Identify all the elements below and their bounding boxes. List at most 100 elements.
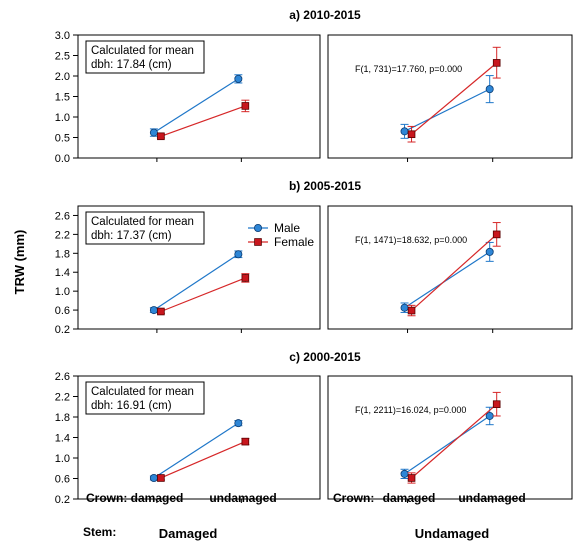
- female-point-1-1-0: [407, 306, 416, 315]
- y-tick-label-0-0: 0.0: [55, 153, 70, 165]
- panel-0-0: [77, 34, 321, 162]
- legend-female-label: Female: [274, 235, 314, 249]
- chart-row-1: b) 2005-2015 0.2 0.6 1.0 1.4 1.8 2.2 2.6 Calcula…: [55, 179, 573, 336]
- stem-cat-damaged: Damaged: [159, 526, 218, 541]
- crown-cat-right-damaged: damaged: [383, 491, 436, 505]
- male-point-0-0-1: [234, 74, 243, 83]
- note-line-1-1: dbh: 17.37 (cm): [91, 230, 172, 242]
- panel-1-1: [327, 205, 573, 333]
- chart-title-0: a) 2010-2015: [289, 8, 361, 22]
- note-line-0-0: Calculated for mean: [91, 45, 194, 57]
- female-point-2-1-0: [407, 474, 416, 482]
- male-series-line-0-0: [153, 78, 239, 134]
- male-point-1-1-0: [400, 303, 409, 312]
- y-tick-label-1-3: 1.4: [55, 267, 70, 279]
- y-tick-label-2-3: 1.4: [55, 433, 70, 445]
- note-line-2-0: Calculated for mean: [91, 386, 194, 398]
- female-point-1-0-0: [157, 307, 165, 316]
- y-tick-label-1-2: 1.0: [55, 286, 70, 298]
- y-tick-label-0-6: 3.0: [55, 30, 70, 42]
- male-series-line-0-1: [404, 88, 490, 132]
- male-point-2-0-1: [234, 419, 243, 428]
- stat-text-1: F(1, 1471)=18.632, p=0.000: [355, 235, 467, 245]
- y-tick-label-2-6: 2.6: [55, 371, 70, 383]
- female-series-line-0-0: [160, 105, 246, 137]
- male-point-0-1-0: [400, 127, 409, 136]
- y-tick-label-2-0: 0.2: [55, 494, 70, 506]
- male-series-line-2-0: [153, 422, 239, 479]
- panel-frame-1-1: [327, 205, 573, 330]
- y-tick-label-0-1: 0.5: [55, 133, 70, 145]
- note-box-0: [85, 40, 205, 74]
- female-point-2-0-0: [157, 474, 165, 482]
- stat-text-2: F(1, 2211)=16.024, p=0.000: [355, 405, 466, 415]
- male-point-0-1-1: [485, 85, 494, 94]
- panel-2-0: [77, 375, 321, 503]
- y-tick-label-1-1: 0.6: [55, 305, 70, 317]
- y-tick-label-2-5: 2.2: [55, 392, 70, 404]
- panel-frame-0-1: [327, 34, 573, 159]
- female-point-0-0-1: [241, 102, 250, 110]
- female-point-1-0-1: [241, 274, 250, 282]
- panel-1-0: [77, 205, 321, 333]
- crown-cat-right-undamaged: undamaged: [458, 491, 525, 505]
- stat-text-0: F(1, 731)=17.760, p=0.000: [355, 64, 462, 74]
- note-line-1-0: Calculated for mean: [91, 216, 194, 228]
- panel-0-1: [327, 34, 573, 162]
- female-series-line-1-1: [411, 233, 498, 311]
- female-point-2-1-1: [492, 400, 501, 408]
- y-tick-label-1-4: 1.8: [55, 248, 70, 260]
- y-tick-label-1-5: 2.2: [55, 229, 70, 241]
- y-tick-label-0-4: 2.0: [55, 71, 70, 83]
- panel-frame-1-0: [77, 205, 321, 330]
- panel-frame-2-1: [327, 375, 573, 500]
- male-point-2-1-0: [400, 469, 409, 478]
- male-point-1-1-1: [485, 247, 494, 256]
- y-axis-label: TRW (mm): [12, 230, 27, 295]
- crown-cat-left-undamaged: undamaged: [209, 491, 276, 505]
- male-point-2-0-0: [149, 473, 158, 482]
- chart-row-2: c) 2000-2015 0.2 0.6 1.0 1.4 1.8 2.2 2.6 Calcula…: [55, 350, 573, 506]
- panel-frame-2-0: [77, 375, 321, 500]
- legend-male-label: Male: [274, 221, 300, 235]
- note-line-0-1: dbh: 17.84 (cm): [91, 59, 172, 71]
- y-tick-label-0-3: 1.5: [55, 92, 70, 104]
- chart-title-2: c) 2000-2015: [289, 350, 361, 364]
- female-series-line-1-0: [160, 277, 246, 313]
- legend-male-marker: [253, 223, 262, 232]
- male-point-0-0-0: [149, 128, 158, 137]
- female-point-0-1-0: [407, 130, 416, 139]
- y-tick-label-2-1: 0.6: [55, 474, 70, 486]
- female-point-0-1-1: [492, 59, 501, 67]
- y-tick-label-1-6: 2.6: [55, 210, 70, 222]
- legend-female-marker: [254, 238, 262, 246]
- female-point-1-1-1: [492, 230, 501, 239]
- male-series-line-1-1: [404, 251, 491, 309]
- note-line-2-1: dbh: 16.91 (cm): [91, 400, 172, 412]
- male-point-1-0-1: [234, 250, 243, 259]
- female-point-2-0-1: [241, 437, 250, 446]
- y-tick-label-0-5: 2.5: [55, 51, 70, 63]
- y-tick-label-1-0: 0.2: [55, 324, 70, 336]
- male-point-2-1-1: [485, 411, 494, 420]
- female-series-line-0-1: [411, 62, 498, 135]
- female-series-line-2-1: [411, 403, 498, 479]
- chart-row-0: a) 2010-2015 0.0 0.5 1.0 1.5 2.0 2.5 3.0 Calcula…: [55, 8, 573, 165]
- crown-label-left: Crown:: [86, 491, 127, 505]
- crown-cat-left-damaged: damaged: [131, 491, 184, 505]
- female-series-line-2-0: [160, 441, 246, 479]
- note-box-2: [85, 381, 205, 415]
- male-series-line-1-0: [153, 253, 239, 311]
- note-box-1: [85, 211, 205, 245]
- male-point-1-0-0: [149, 306, 158, 315]
- female-point-0-0-0: [157, 132, 165, 141]
- crown-label-right: Crown:: [333, 491, 374, 505]
- y-tick-label-2-4: 1.8: [55, 412, 70, 424]
- panel-frame-0-0: [77, 34, 321, 159]
- male-series-line-2-1: [404, 415, 491, 475]
- y-tick-label-0-2: 1.0: [55, 112, 70, 124]
- stem-label: Stem:: [83, 525, 116, 539]
